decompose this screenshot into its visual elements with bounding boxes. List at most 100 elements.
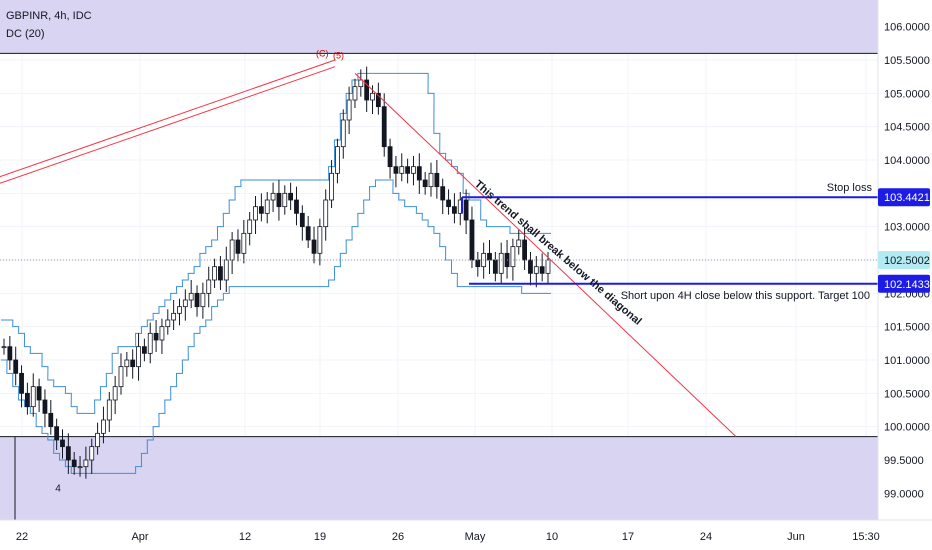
time-tick-label: Apr bbox=[131, 531, 148, 543]
support-note: Short upon 4H close below this support. … bbox=[621, 290, 870, 302]
price-tick-label: 99.0000 bbox=[884, 488, 924, 500]
candle-body bbox=[118, 366, 124, 388]
candle-body bbox=[381, 106, 387, 148]
candle-body bbox=[48, 412, 54, 428]
candle-body bbox=[434, 172, 440, 188]
price-tick-label: 101.0000 bbox=[884, 355, 930, 367]
candle-body bbox=[130, 359, 136, 368]
time-axis: 22 Apr 12 19 26 May 10 17 24 Jun 15:30 bbox=[0, 519, 932, 550]
candle-body bbox=[253, 206, 258, 221]
candle-body bbox=[452, 206, 457, 214]
candle-body bbox=[171, 312, 177, 321]
candle-body bbox=[136, 346, 141, 368]
time-tick-label: 22 bbox=[16, 531, 28, 543]
candle-body bbox=[375, 92, 381, 108]
level-price-tag bbox=[878, 188, 930, 207]
candle-body bbox=[71, 459, 77, 468]
candle-body bbox=[288, 192, 294, 201]
candle-body bbox=[13, 359, 19, 374]
candle-body bbox=[422, 179, 428, 188]
price-tag-label: 102.5002 bbox=[884, 255, 930, 267]
candle-body bbox=[235, 239, 241, 254]
candle-body bbox=[112, 386, 118, 401]
current-price-tag bbox=[878, 250, 930, 269]
candle-body bbox=[475, 259, 481, 268]
candle-body bbox=[153, 332, 159, 341]
wave-5-label: (5) bbox=[333, 51, 344, 61]
candle-body bbox=[212, 266, 217, 281]
time-tick-label: 17 bbox=[622, 531, 634, 543]
donchian-channel bbox=[1, 72, 551, 474]
candle-body bbox=[428, 172, 434, 188]
candle-body bbox=[487, 252, 492, 261]
candle-body bbox=[264, 199, 270, 214]
candle-body bbox=[182, 299, 188, 308]
candle-body bbox=[329, 172, 334, 201]
candles bbox=[1, 66, 551, 520]
price-tick-label: 106.0000 bbox=[884, 22, 930, 34]
candle-body bbox=[522, 239, 528, 261]
candle-body bbox=[317, 226, 323, 254]
candle-body bbox=[545, 259, 551, 274]
candle-body bbox=[188, 292, 194, 301]
candle-body bbox=[528, 259, 533, 274]
candle-body bbox=[24, 392, 30, 408]
candle-body bbox=[282, 192, 288, 208]
candle-body bbox=[323, 199, 329, 228]
candle-body bbox=[469, 219, 475, 261]
candle-body bbox=[340, 119, 346, 148]
candle-body bbox=[498, 252, 504, 274]
time-tick-label: 12 bbox=[239, 531, 251, 543]
candle-body bbox=[42, 399, 48, 414]
price-tick-label: 104.0000 bbox=[884, 155, 930, 167]
candle-body bbox=[393, 166, 399, 174]
candle-body bbox=[399, 166, 405, 174]
candle-body bbox=[218, 266, 223, 281]
level-price-tag bbox=[878, 274, 930, 293]
candle-body bbox=[106, 399, 112, 421]
time-tick-label: 10 bbox=[546, 531, 558, 543]
candle-body bbox=[411, 166, 416, 174]
candle-body bbox=[463, 199, 469, 221]
shaded-zone bbox=[0, 0, 878, 54]
shaded-zones bbox=[0, 0, 878, 520]
candle-body bbox=[177, 306, 182, 314]
candle-body bbox=[194, 292, 200, 308]
candle-body bbox=[141, 346, 147, 354]
diagonal-trend-line bbox=[354, 72, 737, 438]
price-tick-label: 101.5000 bbox=[884, 322, 930, 334]
time-tick-label: 19 bbox=[314, 531, 326, 543]
candle-body bbox=[416, 166, 422, 181]
candle-body bbox=[352, 86, 358, 101]
price-axis: 106.0000 105.5000 105.0000 104.5000 104.0000… bbox=[877, 0, 932, 550]
candle-body bbox=[19, 372, 24, 394]
channel-line-lower bbox=[0, 66, 336, 184]
price-tick-label: 100.5000 bbox=[884, 388, 930, 400]
candle-body bbox=[229, 239, 235, 261]
candle-body bbox=[101, 419, 106, 434]
candle-body bbox=[258, 206, 264, 214]
candle-body bbox=[147, 332, 153, 354]
time-tick-label: Jun bbox=[787, 531, 805, 543]
indicator-label[interactable]: DC (20) bbox=[6, 28, 45, 40]
price-tick-label: 100.0000 bbox=[884, 422, 930, 434]
candle-body bbox=[510, 246, 516, 268]
candle-body bbox=[387, 146, 393, 168]
candle-body bbox=[270, 192, 276, 201]
candle-body bbox=[299, 212, 305, 228]
symbol-title[interactable]: GBPINR, 4h, IDC bbox=[6, 10, 92, 22]
candle-body bbox=[206, 279, 212, 294]
candle-body bbox=[83, 459, 89, 468]
candle-body bbox=[60, 439, 65, 448]
candle-body bbox=[294, 199, 299, 214]
candle-body bbox=[364, 79, 370, 101]
candle-body bbox=[1, 346, 7, 349]
wave-c-label: (C) bbox=[316, 49, 329, 59]
price-tick-label: 103.0000 bbox=[884, 222, 930, 234]
time-tick-label: May bbox=[465, 531, 486, 543]
candle-body bbox=[311, 239, 317, 254]
price-tick-label: 99.5000 bbox=[884, 455, 924, 467]
stop-loss-label: Stop loss bbox=[827, 182, 873, 194]
candle-body bbox=[95, 432, 100, 448]
